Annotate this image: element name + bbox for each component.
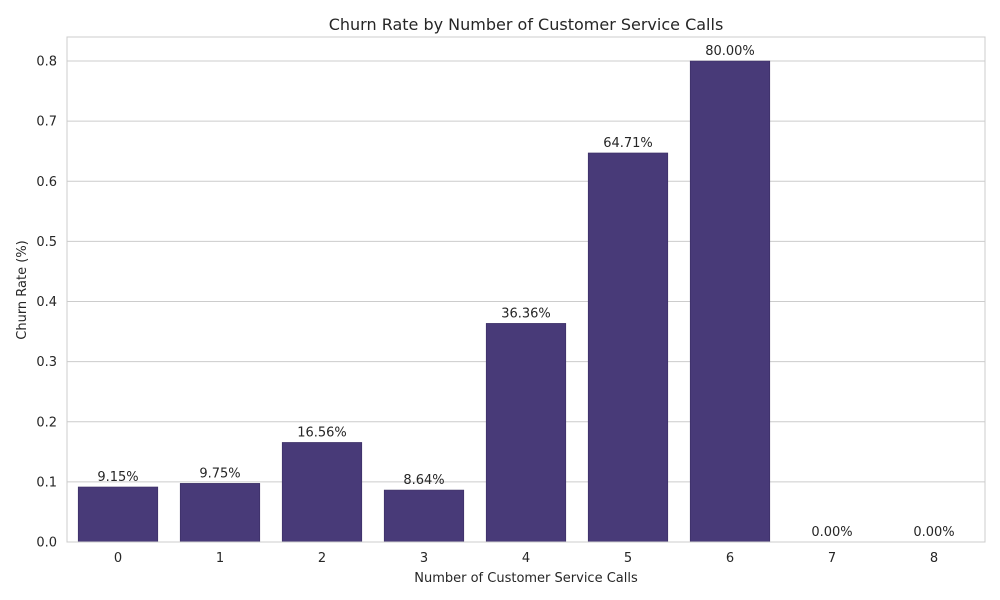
bar — [77, 486, 159, 543]
y-tick-label: 0.4 — [36, 295, 57, 310]
bar — [587, 152, 669, 543]
y-tick-label: 0.2 — [36, 415, 57, 430]
bar — [281, 442, 363, 543]
bar — [179, 483, 261, 543]
bar-value-label: 64.71% — [603, 136, 653, 151]
bar — [689, 60, 771, 543]
y-tick-label: 0.6 — [36, 175, 57, 190]
y-tick-label: 0.3 — [36, 355, 57, 370]
chart-title: Churn Rate by Number of Customer Service… — [329, 15, 724, 34]
bar-value-label: 36.36% — [501, 306, 551, 321]
bar-value-label: 0.00% — [811, 525, 852, 540]
y-tick-label: 0.5 — [36, 235, 57, 250]
y-tick-label: 0.7 — [36, 115, 57, 130]
bar-value-label: 9.15% — [97, 470, 138, 485]
y-axis-ticks: 0.0 0.1 0.2 0.3 0.4 0.5 0.6 0.7 0.8 — [36, 55, 57, 551]
y-tick-label: 0.1 — [36, 475, 57, 490]
x-axis-label: Number of Customer Service Calls — [414, 571, 638, 586]
x-tick-label: 8 — [930, 551, 938, 566]
plot-frame — [66, 36, 986, 543]
gridlines — [67, 60, 985, 543]
bar-value-label: 8.64% — [403, 473, 444, 488]
bar — [383, 489, 465, 543]
bar — [485, 323, 567, 543]
bar-value-label: 9.75% — [199, 466, 240, 481]
y-axis-label: Churn Rate (%) — [15, 240, 30, 339]
x-tick-label: 1 — [216, 551, 224, 566]
x-tick-label: 0 — [114, 551, 122, 566]
x-tick-label: 3 — [420, 551, 428, 566]
bars — [77, 60, 771, 543]
bar-value-label: 80.00% — [705, 44, 755, 59]
bar-value-label: 0.00% — [913, 525, 954, 540]
y-tick-label: 0.0 — [36, 536, 57, 551]
x-tick-label: 6 — [726, 551, 734, 566]
x-tick-label: 5 — [624, 551, 632, 566]
x-axis-ticks: 0 1 2 3 4 5 6 7 8 — [114, 551, 938, 566]
x-tick-label: 2 — [318, 551, 326, 566]
bar-value-label: 16.56% — [297, 425, 347, 440]
y-tick-label: 0.8 — [36, 55, 57, 70]
x-tick-label: 4 — [522, 551, 530, 566]
x-tick-label: 7 — [828, 551, 836, 566]
bar-value-labels: 9.15% 9.75% 16.56% 8.64% 36.36% 64.71% 80.00% 0… — [97, 44, 954, 540]
